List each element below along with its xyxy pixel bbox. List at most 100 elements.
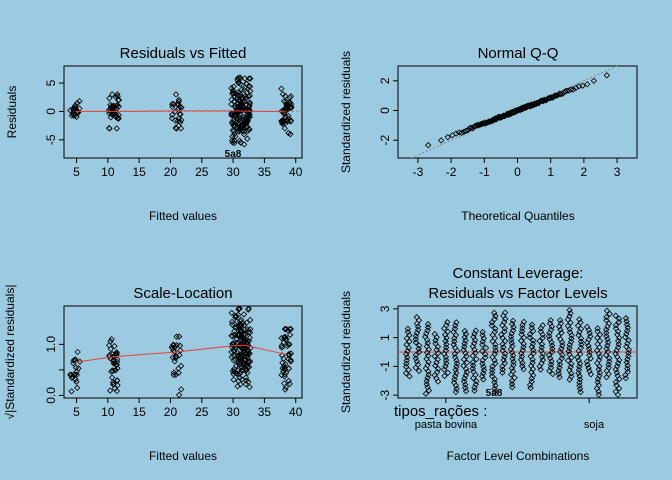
data-point	[507, 333, 515, 340]
data-point	[236, 137, 243, 144]
y-tick-label: -5	[44, 134, 58, 145]
data-point	[570, 86, 577, 93]
data-point	[114, 91, 121, 98]
x-tick-label: 40	[289, 405, 303, 419]
data-point	[228, 119, 236, 126]
data-point	[431, 353, 438, 360]
data-point	[614, 344, 622, 351]
data-point	[241, 131, 248, 138]
data-point	[109, 379, 117, 386]
data-point	[442, 347, 450, 354]
data-point	[278, 85, 285, 92]
x-tick-label: 15	[132, 165, 146, 179]
data-point	[549, 370, 556, 378]
data-point	[169, 103, 176, 110]
data-point	[452, 366, 459, 373]
data-point	[245, 358, 252, 365]
y-tick-label: -2	[378, 135, 392, 146]
data-point	[488, 319, 496, 326]
data-point	[176, 342, 184, 349]
data-point	[112, 366, 119, 374]
data-point	[239, 105, 247, 113]
p4-point-label: 5a8	[486, 388, 503, 399]
data-point	[247, 88, 254, 95]
y-tick-label: 0.0	[44, 387, 58, 404]
data-point	[105, 125, 113, 132]
data-point	[451, 354, 459, 361]
p4-marks: -3 -1 1 3	[378, 305, 637, 403]
data-point	[229, 368, 236, 375]
data-point	[114, 377, 121, 384]
data-point	[244, 363, 251, 371]
p4-level-1: pasta bovina	[415, 419, 478, 431]
data-point	[622, 375, 629, 382]
data-point	[624, 324, 631, 331]
data-point	[480, 370, 487, 377]
p4-title: Constant Leverage:	[453, 265, 584, 282]
data-point	[175, 122, 182, 129]
data-point	[415, 367, 423, 375]
data-point	[509, 317, 517, 324]
p4-ylabel: Standardized residuals	[339, 291, 353, 413]
data-point	[111, 342, 118, 350]
panel-scale-location: Scale-Location Fitted values √|Standardi…	[3, 285, 303, 463]
p3-title: Scale-Location	[133, 285, 232, 302]
data-point	[173, 333, 180, 340]
data-point	[71, 371, 79, 378]
data-point	[246, 83, 254, 90]
data-point	[577, 388, 584, 396]
data-point	[416, 348, 423, 356]
data-point	[172, 117, 179, 124]
data-point	[586, 348, 593, 356]
data-point	[242, 380, 249, 388]
data-point	[576, 376, 584, 383]
x-tick-label: -2	[446, 165, 457, 179]
data-point	[519, 362, 526, 370]
data-point	[614, 331, 621, 338]
data-point	[471, 387, 478, 394]
data-point	[423, 377, 430, 385]
data-point	[566, 344, 573, 352]
data-point	[606, 358, 613, 365]
p1-point-label: 5a8	[225, 149, 242, 160]
data-point	[576, 363, 583, 370]
data-point	[240, 311, 248, 318]
data-point	[520, 340, 527, 348]
data-point	[76, 98, 83, 105]
data-point	[584, 361, 591, 368]
data-point	[281, 125, 288, 132]
data-point	[70, 360, 77, 367]
data-point	[240, 141, 248, 148]
data-point	[567, 338, 575, 345]
data-point	[246, 111, 253, 118]
data-point	[444, 133, 451, 141]
data-point	[279, 359, 286, 367]
data-point	[499, 347, 506, 354]
data-point	[73, 378, 80, 385]
data-point	[282, 325, 289, 333]
data-point	[463, 368, 471, 376]
data-point	[175, 391, 183, 399]
data-point	[108, 336, 115, 343]
data-point	[594, 359, 601, 367]
data-point	[288, 101, 295, 108]
data-point	[282, 369, 290, 376]
x-tick-label: 25	[195, 165, 209, 179]
data-point	[546, 320, 554, 327]
data-point	[175, 98, 182, 105]
data-point	[281, 111, 288, 118]
data-point	[235, 305, 242, 312]
data-point	[499, 341, 506, 348]
data-point	[577, 344, 585, 351]
data-point	[177, 362, 185, 370]
data-point	[451, 338, 458, 345]
data-point	[556, 374, 563, 381]
data-point	[489, 363, 496, 370]
data-point	[555, 370, 563, 378]
data-point	[623, 330, 630, 338]
x-tick-label: 35	[258, 165, 272, 179]
data-point	[287, 356, 294, 364]
data-point	[491, 328, 499, 335]
data-point	[462, 337, 469, 344]
data-point	[109, 108, 116, 115]
